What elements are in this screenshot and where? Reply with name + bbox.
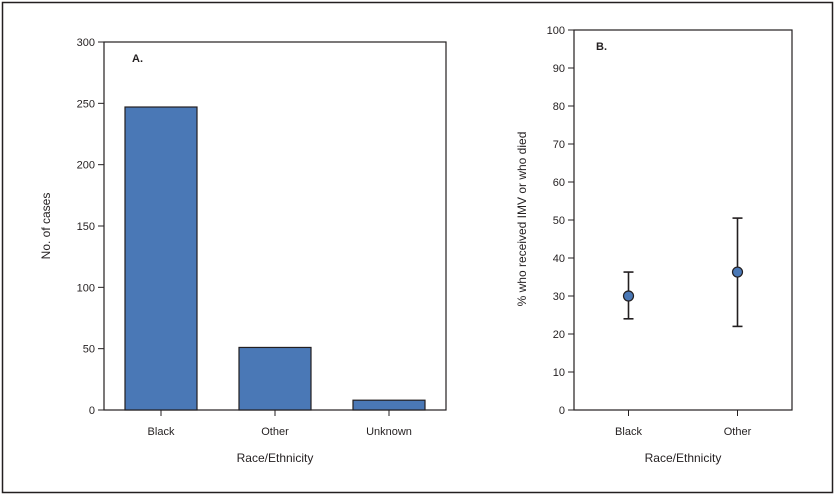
panel-a-y-ticks: 0 50 100 150 200 250 300 xyxy=(77,37,104,417)
x-tick-label: Black xyxy=(615,426,642,438)
bar xyxy=(124,106,198,411)
panel-a-x-axis-title: Race/Ethnicity xyxy=(237,451,314,465)
x-tick-label: Unknown xyxy=(366,426,412,438)
bar xyxy=(238,346,312,411)
y-tick-label: 90 xyxy=(553,63,565,75)
y-tick-label: 80 xyxy=(553,101,565,113)
y-tick-label: 30 xyxy=(553,291,565,303)
data-point xyxy=(622,290,635,302)
panel-b-y-axis-title: % who received IMV or who died xyxy=(515,132,529,307)
y-tick-label: 60 xyxy=(553,177,565,189)
y-tick-label: 300 xyxy=(77,37,95,49)
x-tick-label: Black xyxy=(148,426,175,438)
y-tick-label: 100 xyxy=(77,282,95,294)
y-tick-label: 50 xyxy=(83,344,95,356)
y-tick-label: 150 xyxy=(77,221,95,233)
y-tick-label: 10 xyxy=(553,367,565,379)
data-point xyxy=(731,266,744,278)
panel-b-y-ticks: 0 10 20 30 40 50 60 70 80 90 100 xyxy=(547,25,574,417)
panel-a-letter: A. xyxy=(132,53,143,65)
panel-b-x-categories: Black Other xyxy=(615,410,752,438)
y-tick-label: 40 xyxy=(553,253,565,265)
y-tick-label: 20 xyxy=(553,329,565,341)
x-tick-label: Other xyxy=(724,426,752,438)
panel-b-x-axis-title: Race/Ethnicity xyxy=(645,451,722,465)
y-tick-label: 50 xyxy=(553,215,565,227)
y-tick-label: 70 xyxy=(553,139,565,151)
x-tick-label: Other xyxy=(261,426,289,438)
panel-a-x-categories: Black Other Unknown xyxy=(148,410,412,438)
y-tick-label: 100 xyxy=(547,25,565,37)
y-tick-label: 200 xyxy=(77,160,95,172)
panel-b-points xyxy=(622,217,744,328)
y-tick-label: 0 xyxy=(89,405,95,417)
panel-b-letter: B. xyxy=(596,41,607,53)
panel-a: A. No. of cases Race/Ethnicity 0 50 100 150… xyxy=(39,37,447,465)
panel-a-y-axis-title: No. of cases xyxy=(39,193,53,260)
panel-a-bars xyxy=(124,106,426,411)
panel-b: B. % who received IMV or who died Race/E… xyxy=(515,25,793,465)
y-tick-label: 0 xyxy=(559,405,565,417)
y-tick-label: 250 xyxy=(77,98,95,110)
bar xyxy=(352,399,426,411)
